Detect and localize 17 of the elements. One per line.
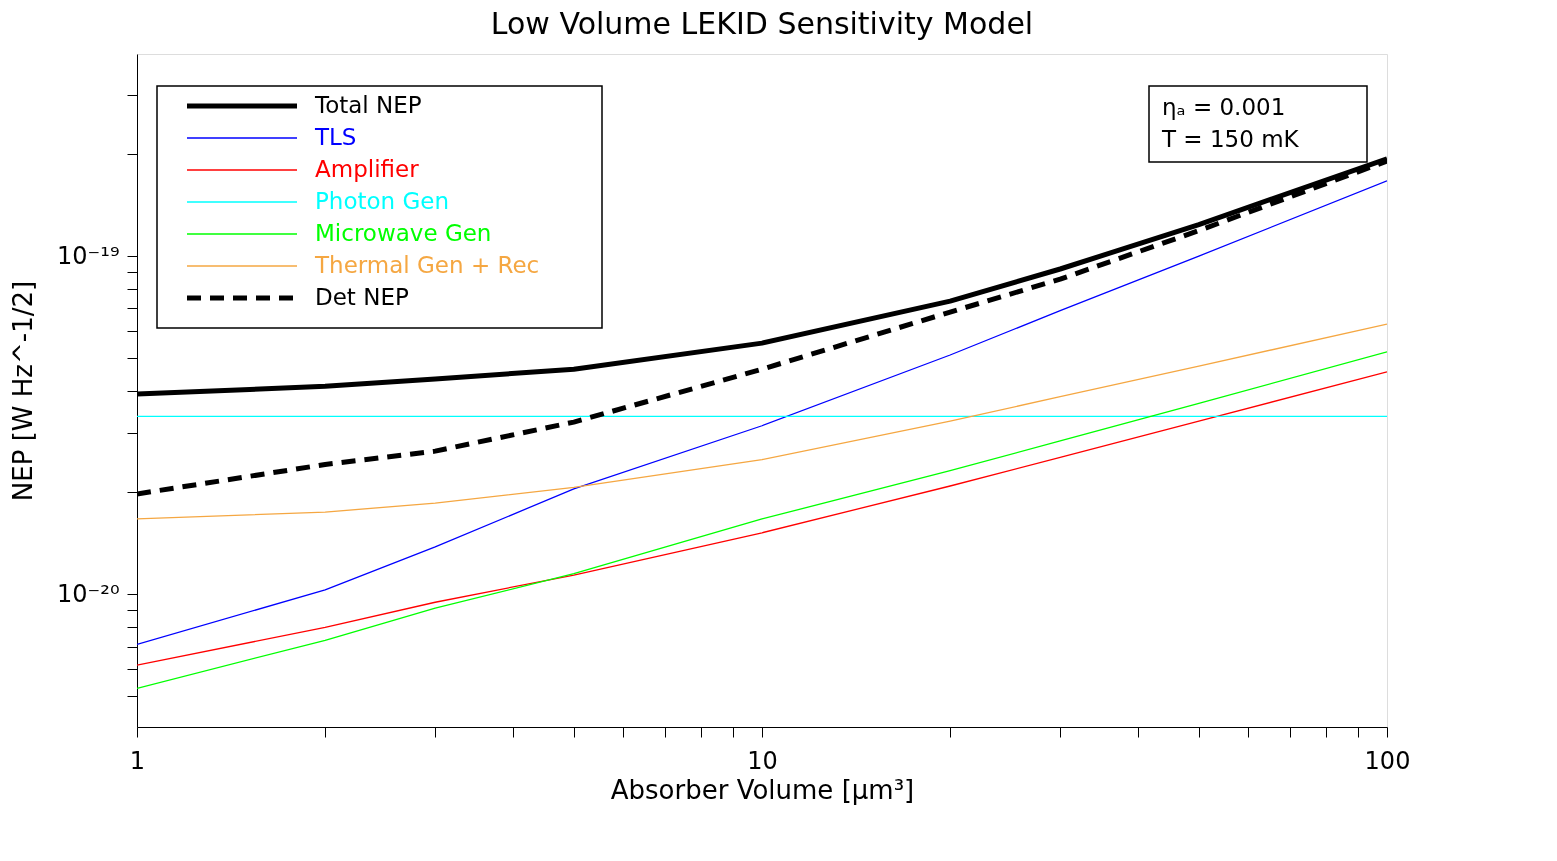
x-tick-label: 1 bbox=[129, 746, 146, 775]
legend-label: Photon Gen bbox=[315, 188, 450, 214]
x-tick-label: 10 bbox=[747, 746, 778, 775]
x-tick-label: 100 bbox=[1364, 746, 1411, 775]
y-tick-label: 10⁻²⁰ bbox=[57, 579, 120, 608]
y-axis-title: NEP [W Hz^-1/2] bbox=[8, 280, 39, 502]
legend-label: Total NEP bbox=[314, 92, 422, 118]
legend-label: Det NEP bbox=[315, 284, 409, 310]
legend-label: Microwave Gen bbox=[315, 220, 492, 246]
legend-label: Thermal Gen + Rec bbox=[314, 252, 540, 278]
legend-label: TLS bbox=[314, 124, 357, 150]
x-axis-title: Absorber Volume [μm³] bbox=[610, 774, 915, 805]
annotation: ηₐ = 0.001 bbox=[1162, 94, 1286, 120]
y-tick-label: 10⁻¹⁹ bbox=[57, 241, 120, 270]
legend-label: Amplifier bbox=[315, 156, 420, 182]
chart-title: Low Volume LEKID Sensitivity Model bbox=[490, 6, 1034, 41]
annotation: T = 150 mK bbox=[1161, 126, 1300, 152]
